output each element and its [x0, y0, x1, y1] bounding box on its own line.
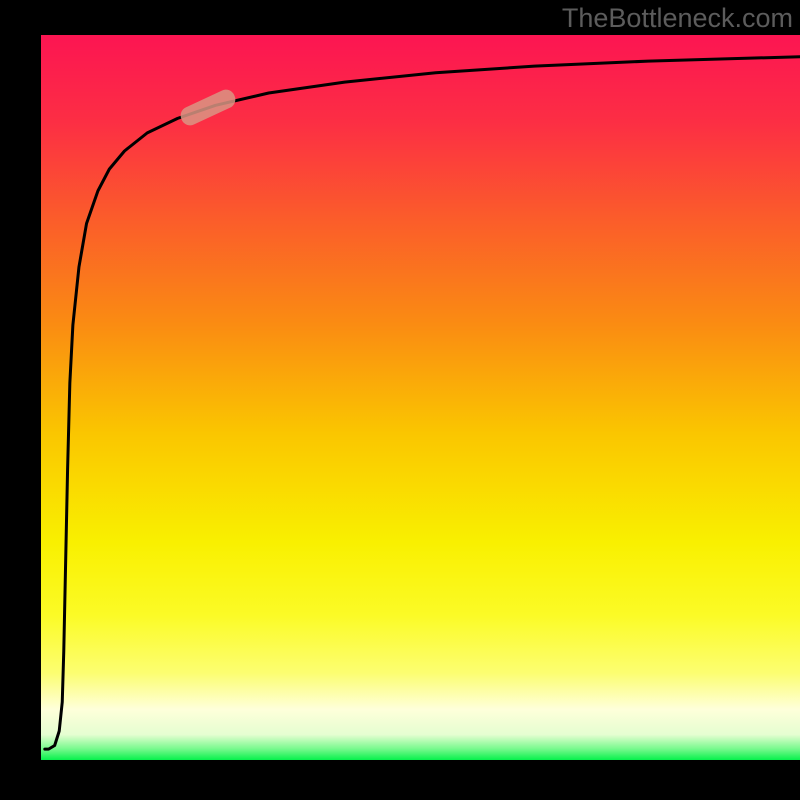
watermark-text: TheBottleneck.com	[562, 3, 793, 34]
plot-area	[41, 35, 800, 760]
bottleneck-curve	[45, 57, 800, 749]
chart-container: TheBottleneck.com	[0, 0, 800, 800]
curve-layer	[41, 35, 800, 760]
